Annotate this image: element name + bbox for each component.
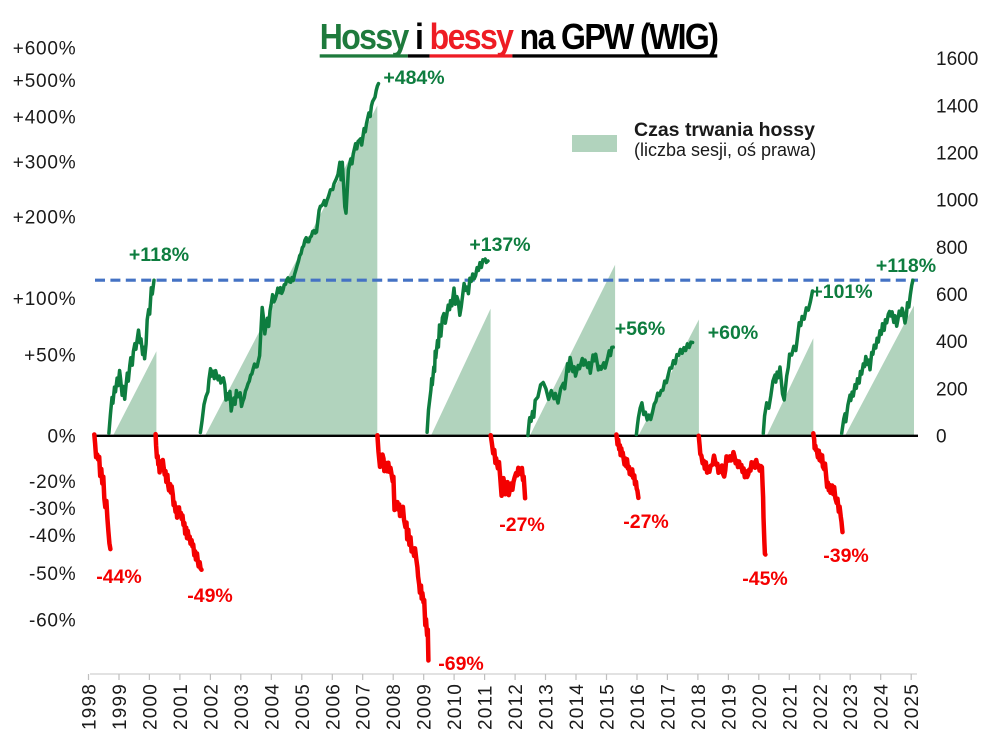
svg-text:2017: 2017 xyxy=(658,683,679,730)
svg-text:2008: 2008 xyxy=(384,683,405,730)
svg-text:2004: 2004 xyxy=(262,683,283,730)
svg-text:1000: 1000 xyxy=(936,191,978,212)
svg-text:2005: 2005 xyxy=(293,683,314,730)
svg-text:+50%: +50% xyxy=(24,345,76,366)
svg-text:2023: 2023 xyxy=(841,683,862,730)
svg-text:-45%: -45% xyxy=(742,568,788,590)
svg-text:+137%: +137% xyxy=(469,234,530,256)
svg-text:+400%: +400% xyxy=(13,108,77,129)
svg-text:2003: 2003 xyxy=(232,683,253,730)
svg-text:-27%: -27% xyxy=(623,511,669,533)
svg-text:-27%: -27% xyxy=(499,514,545,536)
svg-text:400: 400 xyxy=(936,332,968,353)
svg-text:+101%: +101% xyxy=(811,281,872,303)
svg-text:2022: 2022 xyxy=(811,683,832,730)
svg-text:1200: 1200 xyxy=(936,144,978,165)
svg-text:-39%: -39% xyxy=(823,545,869,567)
svg-text:+100%: +100% xyxy=(13,289,77,310)
svg-text:-69%: -69% xyxy=(438,653,484,675)
svg-text:2011: 2011 xyxy=(476,684,497,730)
svg-text:+300%: +300% xyxy=(13,153,77,174)
svg-text:-20%: -20% xyxy=(29,472,77,493)
svg-text:2006: 2006 xyxy=(323,683,344,730)
svg-text:-50%: -50% xyxy=(29,564,77,585)
svg-text:-49%: -49% xyxy=(187,585,233,607)
svg-text:2010: 2010 xyxy=(445,683,466,730)
svg-text:+500%: +500% xyxy=(13,71,77,92)
svg-text:2009: 2009 xyxy=(415,683,436,730)
svg-text:2002: 2002 xyxy=(201,683,222,730)
svg-text:Hossy i bessy na GPW (WIG): Hossy i bessy na GPW (WIG) xyxy=(320,17,718,57)
svg-text:0%: 0% xyxy=(47,427,76,448)
svg-text:2012: 2012 xyxy=(506,683,527,730)
svg-text:+56%: +56% xyxy=(615,318,665,340)
svg-text:2015: 2015 xyxy=(598,683,619,730)
svg-text:-30%: -30% xyxy=(29,499,77,520)
svg-text:1998: 1998 xyxy=(80,683,101,730)
svg-text:-60%: -60% xyxy=(29,610,77,631)
svg-text:-44%: -44% xyxy=(96,566,142,588)
svg-text:+484%: +484% xyxy=(383,67,444,89)
svg-text:2014: 2014 xyxy=(567,683,588,730)
svg-text:2007: 2007 xyxy=(354,683,375,730)
svg-text:2018: 2018 xyxy=(689,683,710,730)
svg-text:2020: 2020 xyxy=(750,683,771,730)
svg-text:2013: 2013 xyxy=(537,683,558,730)
svg-text:1999: 1999 xyxy=(110,683,131,730)
svg-text:Czas trwania hossy: Czas trwania hossy xyxy=(634,119,815,141)
svg-text:2001: 2001 xyxy=(171,683,192,730)
svg-text:+60%: +60% xyxy=(708,322,758,344)
svg-text:1400: 1400 xyxy=(936,96,978,117)
svg-text:+118%: +118% xyxy=(129,244,189,266)
svg-text:2025: 2025 xyxy=(902,683,923,730)
svg-text:2000: 2000 xyxy=(140,683,161,730)
svg-text:2016: 2016 xyxy=(628,683,649,730)
svg-text:2024: 2024 xyxy=(872,683,893,730)
svg-text:1600: 1600 xyxy=(936,49,978,70)
svg-text:(liczba sesji, oś prawa): (liczba sesji, oś prawa) xyxy=(634,140,816,160)
svg-text:+600%: +600% xyxy=(13,39,77,60)
svg-text:+118%: +118% xyxy=(876,255,936,277)
svg-text:800: 800 xyxy=(936,238,968,259)
svg-text:2019: 2019 xyxy=(719,683,740,730)
svg-text:2021: 2021 xyxy=(780,683,801,730)
svg-text:200: 200 xyxy=(936,379,968,400)
svg-text:+200%: +200% xyxy=(13,207,77,228)
svg-text:0: 0 xyxy=(936,427,947,448)
svg-text:-40%: -40% xyxy=(29,526,77,547)
svg-text:600: 600 xyxy=(936,285,968,306)
